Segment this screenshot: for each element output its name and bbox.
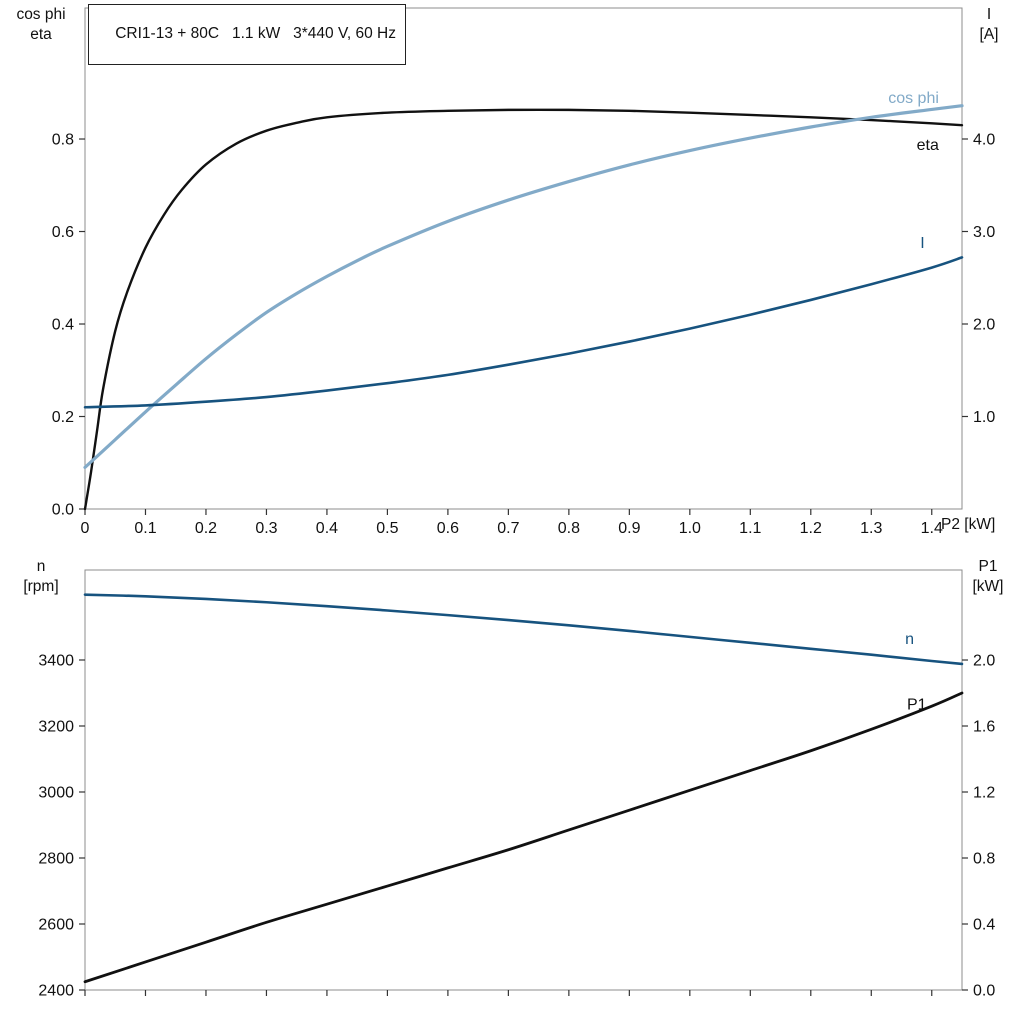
left_axis-tick-label: 2800 [38,850,74,867]
series-cos-phi-label: cos phi [888,90,939,107]
left_axis-tick-label: 0.8 [52,132,74,149]
x-tick-label: 0.6 [437,520,459,537]
series-speed-label: n [905,631,914,648]
series-p1-label: P1 [907,697,927,714]
x-axis-unit-label: P2 [kW] [941,516,996,533]
series-eta-label: eta [917,137,939,154]
plot-frame [84,569,963,991]
p1-axis-title-line2: [kW] [972,578,1004,596]
right-axis-title-line2: [A] [979,26,999,44]
top-right-axis-title: I [A] [958,5,1020,45]
x-tick-label: 0.7 [497,520,519,537]
right_axis-tick-label: 0.8 [973,851,995,868]
right_axis-tick-label: 1.2 [973,785,995,802]
left_axis-tick-label: 3400 [38,652,74,669]
x-tick-label: 0 [81,520,90,537]
chart-title-box: CRI1-13 + 80C 1.1 kW 3*440 V, 60 Hz [88,4,406,65]
left-axis-title-line2: eta [30,26,52,44]
left_axis-tick-label: 0.4 [52,317,74,334]
x-tick-label: 1.3 [860,520,882,537]
series-current-label: I [920,235,924,252]
bottom-right-axis-title: P1 [kW] [954,557,1022,597]
x-tick-label: 0.1 [134,520,156,537]
right_axis-tick-label: 2.0 [973,316,995,333]
right_axis-tick-label: 1.0 [973,409,995,426]
plot-frame [84,7,963,510]
series-p1-curve [83,691,964,984]
x-tick-label: 1.2 [800,520,822,537]
left_axis-tick-label: 3200 [38,718,74,735]
left_axis-tick-label: 2400 [38,983,74,1000]
x-tick-label: 0.4 [316,520,338,537]
left_axis-tick-label: 2600 [38,916,74,933]
x-tick-label: 1.1 [739,520,761,537]
x-tick-label: 0.5 [376,520,398,537]
x-tick-label: 0.2 [195,520,217,537]
chart-bottom: 2400 2600 2800 3000 3200 3400 0.0 0.4 0.8 1.2 1.6 2… [38,569,995,1000]
bottom-left-axis-title: n [rpm] [2,557,80,597]
right-axis-title-line1: I [986,6,992,23]
speed-axis-title-line2: [rpm] [23,578,59,596]
right_axis-tick-label: 0.4 [973,917,995,934]
series-current-curve [83,256,964,409]
right_axis-tick-label: 4.0 [973,131,995,148]
series-eta-curve [83,108,964,511]
x-tick-label: 0.9 [618,520,640,537]
chart-top: 0 0.1 0.2 0.3 0.4 0.5 0.6 0.7 0.8 0.9 1.0 1.1 1.2 1.3… [52,7,995,537]
right_axis-tick-label: 3.0 [973,224,995,241]
speed-axis-title-line1: n [36,558,46,575]
p1-axis-title-line1: P1 [978,558,998,575]
x-tick-label: 0.8 [558,520,580,537]
left_axis-tick-label: 3000 [38,784,74,801]
x-tick-label: 1.4 [921,520,943,537]
x-tick-label: 1.0 [679,520,701,537]
x-tick-label: 0.3 [255,520,277,537]
right_axis-tick-label: 2.0 [973,653,995,670]
right_axis-tick-label: 1.6 [973,719,995,736]
left_axis-tick-label: 0.6 [52,224,74,241]
series-speed-curve [83,593,964,666]
left_axis-tick-label: 0.0 [52,502,74,519]
chart-title: CRI1-13 + 80C 1.1 kW 3*440 V, 60 Hz [115,25,396,42]
series-cos-phi-curve [83,104,964,469]
top-left-axis-title: cos phi eta [2,5,80,45]
right_axis-tick-label: 0.0 [973,983,995,1000]
left_axis-tick-label: 0.2 [52,409,74,426]
left-axis-title-line1: cos phi [16,6,66,23]
